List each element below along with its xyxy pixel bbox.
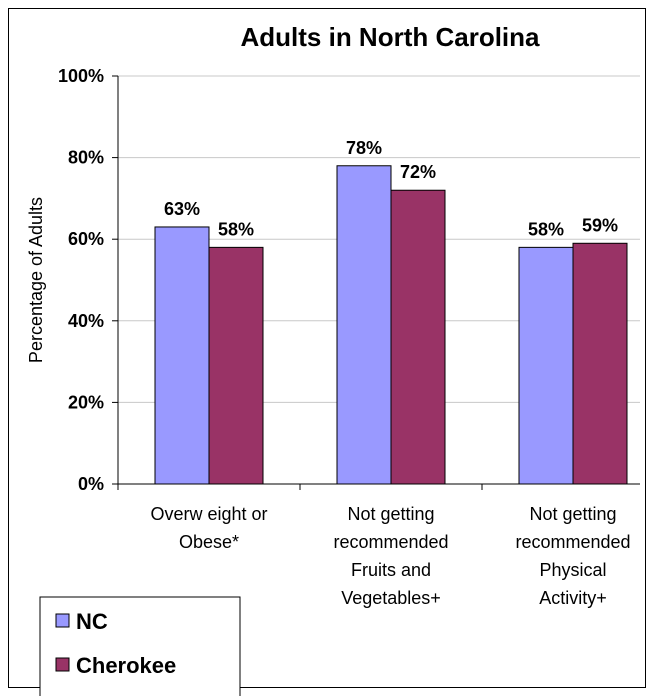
legend-box <box>39 596 241 696</box>
x-category-label: recommended <box>333 532 448 552</box>
bar-cherokee-1 <box>390 189 446 485</box>
bar-cherokee-0 <box>208 246 264 485</box>
x-category-label: Fruits and <box>351 560 431 580</box>
x-category-label: Overw eight or <box>150 504 267 524</box>
data-label: 63% <box>164 199 200 219</box>
legend-label-cherokee: Cherokee <box>76 653 176 678</box>
data-label: 72% <box>400 162 436 182</box>
y-tick-label: 60% <box>68 229 104 249</box>
y-tick-label: 100% <box>58 66 104 86</box>
x-category-label: Not getting <box>529 504 616 524</box>
data-label: 78% <box>346 138 382 158</box>
y-tick-label: 0% <box>78 474 104 494</box>
legend-swatch-nc <box>55 613 70 628</box>
data-label: 58% <box>528 219 564 239</box>
legend-label-nc: NC <box>76 609 108 634</box>
x-category-label: Obese* <box>179 532 239 552</box>
y-tick-label: 80% <box>68 148 104 168</box>
bar-nc-0 <box>154 226 210 485</box>
bar-nc-1 <box>336 165 392 485</box>
x-category-label: Not getting <box>347 504 434 524</box>
data-label: 58% <box>218 219 254 239</box>
legend-swatch-cherokee <box>55 657 70 672</box>
x-category-label: Physical <box>539 560 606 580</box>
x-category-label: recommended <box>515 532 630 552</box>
data-label: 59% <box>582 215 618 235</box>
bar-nc-2 <box>518 246 574 485</box>
x-category-label: Activity+ <box>539 588 607 608</box>
y-tick-label: 40% <box>68 311 104 331</box>
y-axis-label: Percentage of Adults <box>26 197 46 363</box>
chart-title: Adults in North Carolina <box>241 22 541 52</box>
x-category-label: Vegetables+ <box>341 588 441 608</box>
bar-cherokee-2 <box>572 242 628 485</box>
y-tick-label: 20% <box>68 392 104 412</box>
